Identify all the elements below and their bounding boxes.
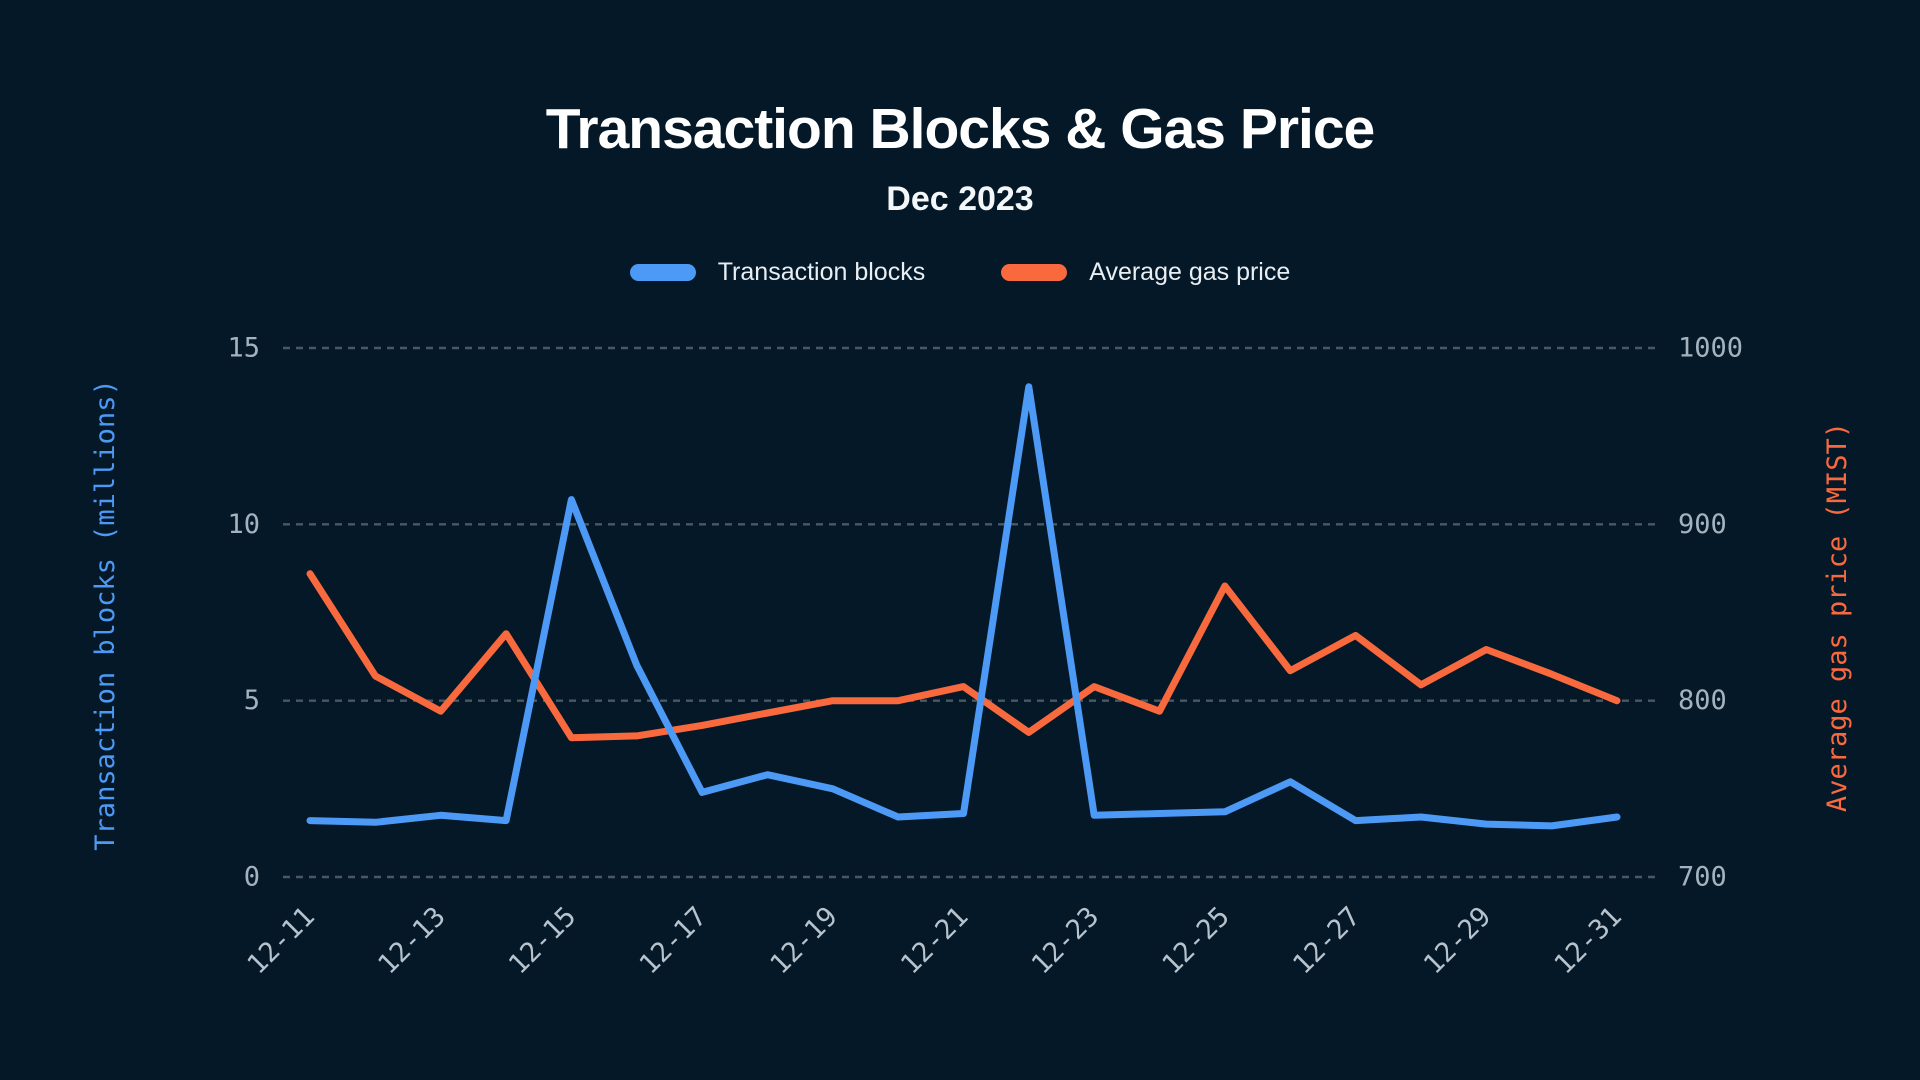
y-axis-left-tick: 0 [244, 862, 260, 893]
legend-item-average-gas-price: Average gas price [1001, 258, 1290, 287]
x-axis-tick: 12-27 [1287, 901, 1366, 980]
y-axis-left-tick: 10 [227, 509, 260, 540]
legend: Transaction blocks Average gas price [0, 258, 1920, 287]
x-axis-tick: 12-15 [503, 901, 582, 980]
x-axis-tick: 12-31 [1549, 901, 1628, 980]
chart-title: Transaction Blocks & Gas Price [545, 97, 1376, 161]
y-axis-left-tick: 5 [244, 685, 260, 716]
average-gas-price-line [306, 570, 1621, 742]
legend-item-transaction-blocks: Transaction blocks [629, 258, 926, 287]
y-axis-right-tick: 1000 [1678, 333, 1743, 364]
transaction-blocks-line [306, 383, 1621, 830]
legend-label-average-gas-price: Average gas price [1089, 258, 1291, 286]
legend-label-transaction-blocks: Transaction blocks [717, 258, 926, 286]
x-axis-tick: 12-13 [372, 901, 451, 980]
transaction-blocks-swatch [629, 264, 696, 281]
x-axis-tick: 12-21 [895, 901, 974, 980]
chart-subtitle: Dec 2023 [886, 180, 1034, 218]
y-axis-right-title: Average gas price (MIST) [1822, 422, 1853, 812]
y-axis-left-title: Transaction blocks (millions) [90, 379, 121, 850]
x-axis-tick: 12-25 [1156, 901, 1235, 980]
average-gas-price-swatch [1001, 264, 1068, 281]
x-axis-tick: 12-23 [1026, 901, 1105, 980]
y-axis-right-tick: 800 [1678, 685, 1727, 716]
x-axis-tick: 12-29 [1418, 901, 1497, 980]
x-axis-tick: 12-19 [764, 901, 843, 980]
y-axis-right-tick: 900 [1678, 509, 1727, 540]
x-axis-tick: 12-11 [242, 901, 321, 980]
x-axis-tick: 12-17 [634, 901, 713, 980]
y-axis-left-tick: 15 [227, 333, 260, 364]
y-axis-right-tick: 700 [1678, 862, 1727, 893]
